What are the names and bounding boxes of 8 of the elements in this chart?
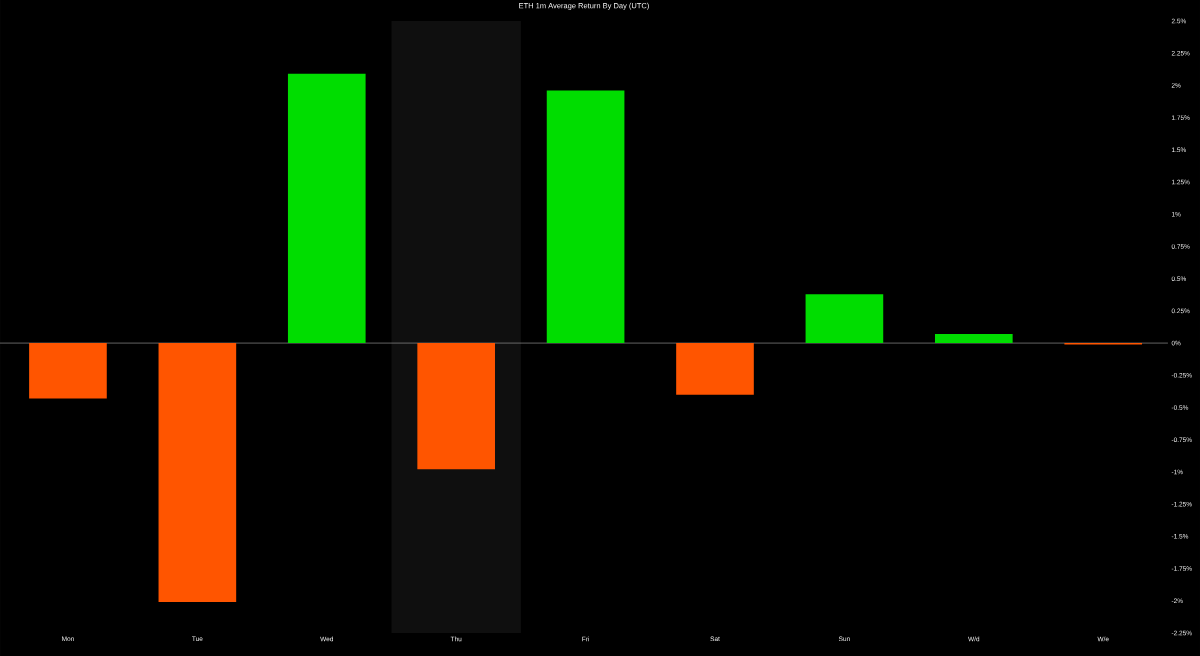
bar [417, 343, 495, 470]
bar [287, 73, 366, 344]
bar [546, 90, 625, 344]
bar [934, 334, 1013, 344]
bar [676, 343, 754, 395]
bar [805, 294, 884, 344]
bar [29, 343, 107, 399]
bar [158, 343, 237, 603]
